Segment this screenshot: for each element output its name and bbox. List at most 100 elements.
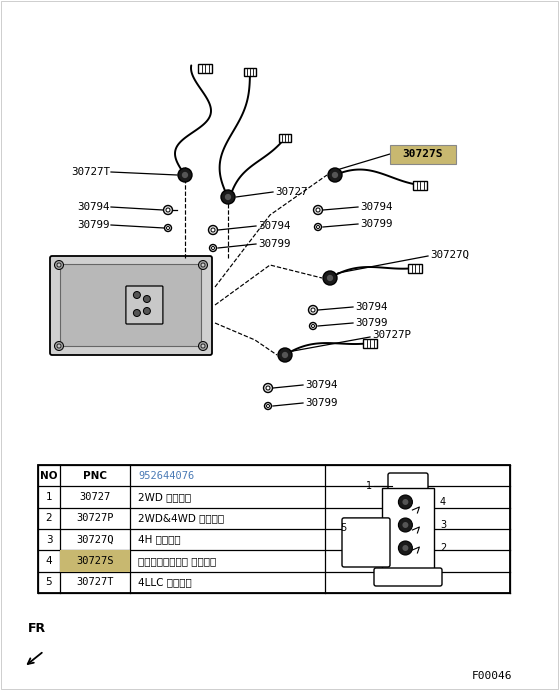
Text: 2WD&4WD スイッチ: 2WD&4WD スイッチ <box>138 513 224 523</box>
Circle shape <box>402 522 409 528</box>
Circle shape <box>134 291 140 299</box>
Text: NO: NO <box>40 471 58 481</box>
Circle shape <box>399 495 413 509</box>
Circle shape <box>57 344 61 348</box>
Circle shape <box>198 261 207 270</box>
FancyBboxPatch shape <box>342 518 390 567</box>
Circle shape <box>167 226 169 230</box>
FancyBboxPatch shape <box>374 568 442 586</box>
Circle shape <box>166 208 170 212</box>
Circle shape <box>399 541 413 555</box>
Text: 30799: 30799 <box>258 239 291 249</box>
Text: 30727T: 30727T <box>76 578 113 587</box>
Text: 30799: 30799 <box>360 219 392 229</box>
Circle shape <box>402 545 409 551</box>
Circle shape <box>278 348 292 362</box>
Circle shape <box>163 206 173 215</box>
Circle shape <box>316 226 320 228</box>
Polygon shape <box>279 134 291 142</box>
Circle shape <box>211 228 215 232</box>
FancyBboxPatch shape <box>390 144 456 164</box>
Text: 30727S: 30727S <box>402 149 443 159</box>
Bar <box>60 551 130 572</box>
Polygon shape <box>408 264 422 273</box>
Text: 30727P: 30727P <box>76 513 113 523</box>
Circle shape <box>314 206 323 215</box>
Text: 5: 5 <box>340 523 346 533</box>
Circle shape <box>399 518 413 532</box>
Text: 4LLC スイッチ: 4LLC スイッチ <box>138 578 192 587</box>
Text: 2: 2 <box>46 513 53 523</box>
Text: 30794: 30794 <box>360 202 392 212</box>
Text: 30799: 30799 <box>355 318 387 328</box>
Text: 30794: 30794 <box>305 380 338 390</box>
Circle shape <box>164 224 172 232</box>
Circle shape <box>57 263 61 267</box>
Bar <box>382 488 434 570</box>
Text: 3: 3 <box>46 535 53 544</box>
Polygon shape <box>413 181 427 190</box>
Text: 5: 5 <box>46 578 53 587</box>
FancyBboxPatch shape <box>388 473 428 492</box>
Circle shape <box>316 208 320 212</box>
Circle shape <box>201 263 205 267</box>
Text: F00046: F00046 <box>472 671 513 681</box>
Polygon shape <box>198 63 212 72</box>
FancyBboxPatch shape <box>60 264 201 346</box>
Circle shape <box>282 352 288 358</box>
Circle shape <box>209 226 217 235</box>
Circle shape <box>311 308 315 312</box>
Circle shape <box>266 386 270 390</box>
Text: 4: 4 <box>46 556 53 566</box>
Text: 2: 2 <box>440 543 446 553</box>
Circle shape <box>311 324 315 328</box>
Circle shape <box>178 168 192 182</box>
Circle shape <box>225 194 231 200</box>
Circle shape <box>54 261 64 270</box>
Text: PNC: PNC <box>83 471 107 481</box>
Text: 1: 1 <box>46 492 53 502</box>
Text: FR: FR <box>28 622 46 635</box>
Polygon shape <box>363 339 377 348</box>
Text: センタデフロック スイッチ: センタデフロック スイッチ <box>138 556 216 566</box>
Circle shape <box>267 404 269 408</box>
Text: 952644076: 952644076 <box>138 471 194 481</box>
Text: 30794: 30794 <box>78 202 110 212</box>
Text: 30727S: 30727S <box>76 556 113 566</box>
Text: 30794: 30794 <box>258 221 291 231</box>
Text: 30727T: 30727T <box>71 167 110 177</box>
Text: 30727P: 30727P <box>372 330 411 340</box>
Circle shape <box>182 172 188 178</box>
Text: 2WD スイッチ: 2WD スイッチ <box>138 492 191 502</box>
Text: 30727: 30727 <box>79 492 111 502</box>
Text: 30727Q: 30727Q <box>430 250 469 260</box>
Text: 1: 1 <box>366 481 372 491</box>
Circle shape <box>332 172 338 178</box>
Circle shape <box>54 342 64 351</box>
Circle shape <box>323 271 337 285</box>
Text: 30727: 30727 <box>275 187 307 197</box>
Circle shape <box>328 168 342 182</box>
Text: 30799: 30799 <box>78 220 110 230</box>
Circle shape <box>310 322 316 330</box>
Circle shape <box>211 246 215 250</box>
Text: 4H スイッチ: 4H スイッチ <box>138 535 181 544</box>
Circle shape <box>134 310 140 317</box>
Text: 30727Q: 30727Q <box>76 535 113 544</box>
Bar <box>38 465 510 593</box>
Circle shape <box>309 306 318 315</box>
Circle shape <box>402 499 409 505</box>
Polygon shape <box>244 68 256 76</box>
FancyBboxPatch shape <box>50 256 212 355</box>
Text: 4: 4 <box>440 497 446 507</box>
FancyBboxPatch shape <box>126 286 163 324</box>
Text: 30799: 30799 <box>305 398 338 408</box>
Circle shape <box>144 295 150 302</box>
Circle shape <box>201 344 205 348</box>
Circle shape <box>264 402 272 409</box>
Circle shape <box>327 275 333 281</box>
Circle shape <box>210 244 216 251</box>
Circle shape <box>198 342 207 351</box>
Text: 30794: 30794 <box>355 302 387 312</box>
Circle shape <box>315 224 321 230</box>
